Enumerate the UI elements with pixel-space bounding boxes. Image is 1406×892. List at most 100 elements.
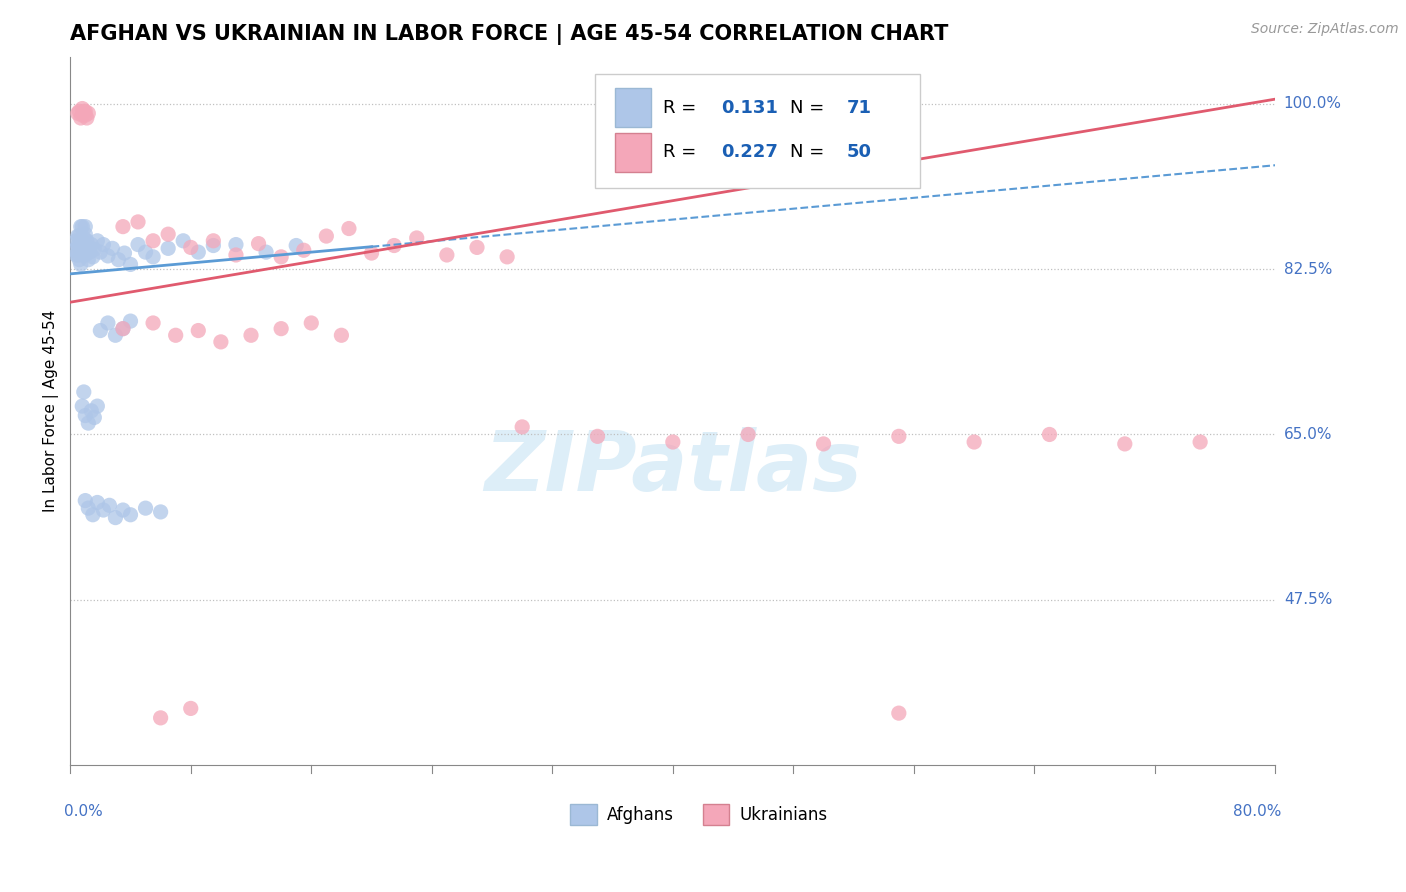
- Text: 71: 71: [846, 99, 872, 117]
- Point: [662, 435, 685, 450]
- Point: [77, 252, 100, 267]
- Text: Source: ZipAtlas.com: Source: ZipAtlas.com: [1251, 22, 1399, 37]
- Point: [496, 250, 519, 264]
- Point: [89, 245, 111, 260]
- Point: [69, 234, 91, 248]
- Point: [360, 246, 382, 260]
- Point: [157, 227, 180, 242]
- Point: [93, 503, 115, 517]
- Point: [79, 245, 101, 260]
- Point: [80, 404, 103, 418]
- Point: [813, 437, 835, 451]
- Text: 82.5%: 82.5%: [1284, 261, 1331, 277]
- Point: [135, 245, 157, 260]
- Text: 50: 50: [846, 144, 872, 161]
- Point: [69, 111, 91, 125]
- Point: [75, 238, 97, 252]
- Point: [75, 248, 97, 262]
- Point: [270, 321, 292, 335]
- Point: [69, 219, 91, 234]
- Point: [67, 238, 90, 252]
- Point: [111, 503, 134, 517]
- Point: [104, 510, 127, 524]
- Point: [69, 257, 91, 271]
- Point: [86, 495, 108, 509]
- FancyBboxPatch shape: [595, 74, 920, 187]
- Point: [77, 501, 100, 516]
- Point: [72, 102, 94, 116]
- Text: 100.0%: 100.0%: [1284, 96, 1341, 112]
- Point: [73, 384, 96, 399]
- Point: [120, 508, 142, 522]
- Point: [225, 248, 247, 262]
- Text: Ukrainians: Ukrainians: [740, 805, 827, 823]
- Point: [157, 241, 180, 255]
- Point: [202, 234, 225, 248]
- Point: [187, 324, 209, 338]
- Point: [120, 257, 142, 271]
- Point: [107, 252, 129, 267]
- Point: [69, 244, 91, 258]
- Point: [77, 416, 100, 430]
- Point: [82, 508, 104, 522]
- Point: [315, 229, 337, 244]
- Point: [405, 231, 427, 245]
- Point: [72, 234, 94, 248]
- Text: R =: R =: [664, 99, 702, 117]
- FancyBboxPatch shape: [703, 804, 730, 825]
- Text: 47.5%: 47.5%: [1284, 592, 1331, 607]
- Point: [77, 240, 100, 254]
- Point: [142, 250, 165, 264]
- Point: [285, 238, 308, 252]
- Text: Afghans: Afghans: [606, 805, 673, 823]
- Point: [72, 108, 94, 122]
- Point: [89, 324, 111, 338]
- Point: [247, 236, 270, 251]
- Point: [225, 237, 247, 252]
- Point: [436, 248, 458, 262]
- Point: [98, 498, 121, 512]
- Text: AFGHAN VS UKRAINIAN IN LABOR FORCE | AGE 45-54 CORRELATION CHART: AFGHAN VS UKRAINIAN IN LABOR FORCE | AGE…: [70, 24, 949, 45]
- Point: [93, 237, 115, 252]
- Text: 0.227: 0.227: [721, 144, 778, 161]
- Point: [114, 246, 136, 260]
- Point: [73, 231, 96, 245]
- Point: [72, 248, 94, 262]
- Point: [165, 328, 187, 343]
- Point: [97, 316, 120, 330]
- Point: [737, 427, 759, 442]
- Point: [73, 244, 96, 258]
- Point: [80, 237, 103, 252]
- Point: [66, 248, 89, 262]
- Point: [337, 221, 360, 235]
- Point: [76, 234, 98, 248]
- Point: [66, 106, 89, 120]
- Point: [75, 493, 97, 508]
- Point: [67, 252, 90, 267]
- Point: [1038, 427, 1060, 442]
- FancyBboxPatch shape: [614, 88, 651, 127]
- Point: [510, 420, 533, 434]
- Point: [465, 240, 488, 254]
- Point: [83, 410, 105, 425]
- Point: [270, 250, 292, 264]
- Point: [1114, 437, 1136, 451]
- Point: [72, 399, 94, 413]
- Point: [77, 106, 100, 120]
- Point: [104, 328, 127, 343]
- Point: [111, 321, 134, 335]
- Point: [73, 104, 96, 119]
- Point: [75, 219, 97, 234]
- Point: [149, 711, 172, 725]
- Point: [75, 104, 97, 119]
- Text: N =: N =: [790, 99, 830, 117]
- Point: [180, 701, 202, 715]
- Point: [101, 241, 124, 255]
- Point: [172, 234, 194, 248]
- Point: [254, 245, 277, 260]
- Point: [75, 108, 97, 122]
- Point: [202, 238, 225, 252]
- Text: 80.0%: 80.0%: [1233, 804, 1281, 819]
- Text: ZIPatlas: ZIPatlas: [484, 427, 862, 508]
- Point: [382, 238, 405, 252]
